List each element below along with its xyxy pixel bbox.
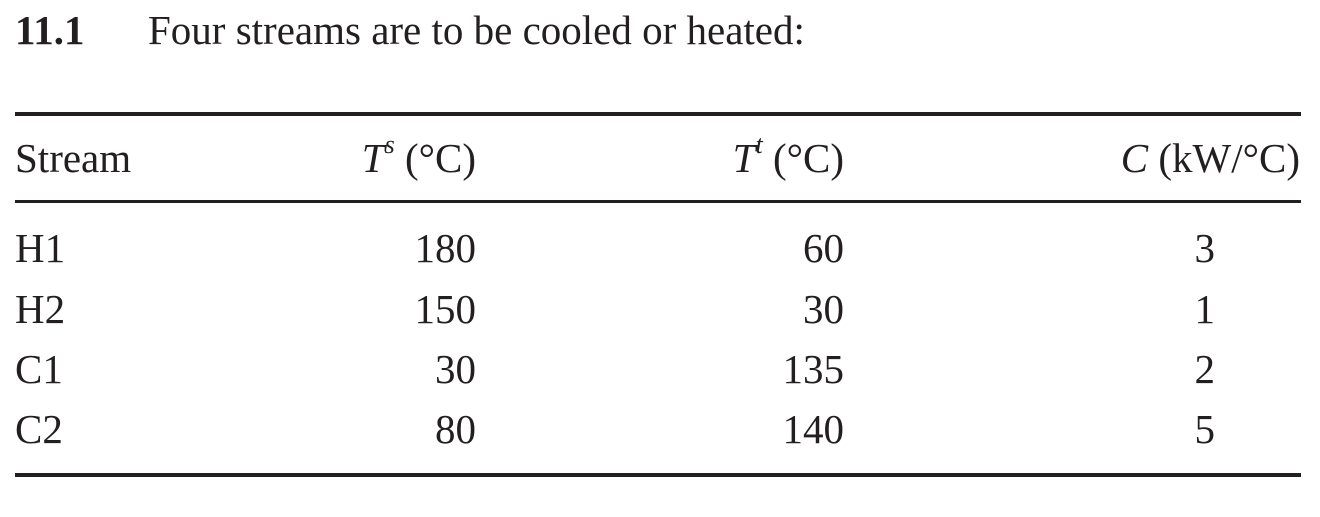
row-supply-temp: 180 [414, 225, 477, 271]
row-stream: C1 [15, 346, 63, 392]
row-stream: H1 [15, 225, 66, 271]
table-bottom-rule [15, 473, 1301, 477]
row-heat-capacity: 2 [1194, 346, 1216, 392]
problem-statement: Four streams are to be cooled or heated: [148, 7, 805, 53]
ts-symbol: T [361, 135, 385, 181]
row-stream: H2 [15, 286, 66, 332]
row-heat-capacity: 1 [1194, 286, 1216, 332]
header-stream: Stream [15, 135, 132, 181]
problem-heading: 11.1 Four streams are to be cooled or hea… [15, 4, 805, 56]
tt-superscript: t [755, 130, 763, 160]
header-heat-capacity-flowrate: C (kW/°C) [1121, 134, 1300, 182]
header-target-temperature: Tt (°C) [732, 132, 844, 182]
c-unit: (kW/°C) [1148, 135, 1300, 181]
row-heat-capacity: 3 [1194, 225, 1216, 271]
table-header-rule [15, 200, 1301, 203]
row-target-temp: 135 [782, 346, 845, 392]
row-heat-capacity: 5 [1194, 406, 1216, 452]
table-top-rule [15, 112, 1301, 116]
ts-unit: (°C) [394, 135, 476, 181]
problem-number: 11.1 [15, 7, 85, 53]
row-supply-temp: 80 [435, 406, 476, 452]
tt-unit: (°C) [762, 135, 844, 181]
row-target-temp: 140 [782, 406, 845, 452]
row-stream: C2 [15, 406, 63, 452]
tt-symbol: T [732, 135, 756, 181]
header-supply-temperature: Ts (°C) [361, 132, 476, 182]
c-symbol: C [1120, 135, 1149, 181]
ts-superscript: s [384, 130, 395, 160]
row-supply-temp: 150 [414, 286, 477, 332]
row-target-temp: 60 [803, 225, 844, 271]
row-target-temp: 30 [803, 286, 844, 332]
row-supply-temp: 30 [435, 346, 476, 392]
